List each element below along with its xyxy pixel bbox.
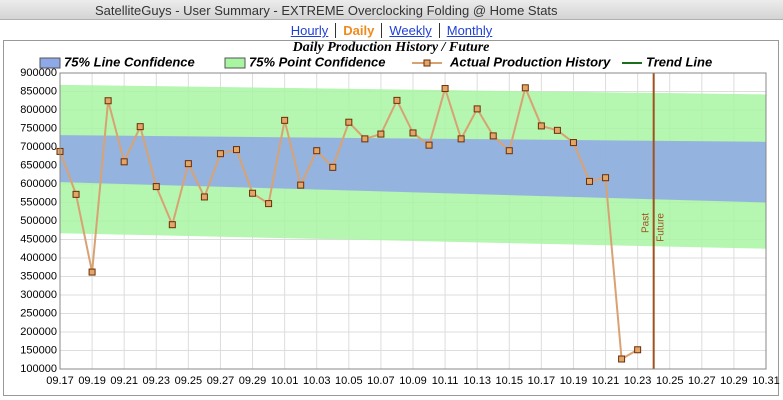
y-tick-label: 850000 <box>20 85 57 97</box>
y-tick-label: 550000 <box>20 196 57 208</box>
data-point <box>136 123 144 131</box>
x-tick-label: 09.27 <box>207 375 235 387</box>
y-tick-label: 400000 <box>20 252 57 264</box>
data-point <box>233 146 240 154</box>
data-point <box>329 163 337 171</box>
x-tick-label: 10.31 <box>752 375 780 387</box>
data-point <box>120 158 128 166</box>
x-tick-label: 10.05 <box>335 375 363 387</box>
nav-link[interactable]: Monthly <box>438 23 500 38</box>
y-tick-label: 700000 <box>20 141 57 153</box>
legend-label: 75% Point Confidence <box>249 54 386 69</box>
y-tick-label: 300000 <box>20 289 57 301</box>
x-tick-label: 09.19 <box>78 375 106 387</box>
y-tick-label: 350000 <box>20 270 57 282</box>
data-point <box>553 126 561 134</box>
x-tick-label: 09.29 <box>239 375 267 387</box>
legend-swatch <box>224 57 246 69</box>
x-tick-label: 10.15 <box>496 375 524 387</box>
x-tick-label: 10.23 <box>624 375 652 387</box>
data-point <box>313 147 321 155</box>
data-point <box>505 147 513 155</box>
x-tick-label: 09.23 <box>143 375 171 387</box>
data-point <box>297 181 305 189</box>
y-tick-label: 750000 <box>20 122 57 134</box>
x-tick-label: 10.01 <box>271 375 299 387</box>
data-point <box>72 190 80 198</box>
x-tick-label: 10.25 <box>656 375 684 387</box>
data-point <box>184 160 192 168</box>
data-point <box>104 97 112 105</box>
x-tick-label: 09.21 <box>110 375 138 387</box>
y-tick-label: 500000 <box>20 215 57 227</box>
data-point <box>216 150 224 158</box>
data-point <box>457 135 465 143</box>
data-point <box>473 105 481 113</box>
legend-marker <box>423 59 431 67</box>
chart-title: Daily Production History / Future <box>292 40 490 55</box>
data-point <box>409 129 417 137</box>
data-point <box>586 177 593 185</box>
y-tick-label: 150000 <box>20 344 57 356</box>
y-tick-label: 450000 <box>20 233 57 245</box>
y-tick-label: 200000 <box>20 326 57 338</box>
divider-label: Future <box>655 213 666 242</box>
x-tick-label: 09.25 <box>175 375 203 387</box>
legend-label: Actual Production History <box>449 54 611 69</box>
window-title-bar: SatelliteGuys - User Summary - EXTREME O… <box>0 0 783 20</box>
window-title: SatelliteGuys - User Summary - EXTREME O… <box>95 3 558 18</box>
legend-swatch <box>39 57 61 69</box>
data-point <box>489 132 497 140</box>
data-point <box>281 116 289 124</box>
x-tick-label: 10.07 <box>367 375 395 387</box>
data-point <box>441 85 449 93</box>
x-tick-label: 10.17 <box>528 375 556 387</box>
data-point <box>377 130 385 138</box>
data-point <box>361 135 369 143</box>
x-tick-label: 10.27 <box>688 375 716 387</box>
data-point <box>618 355 626 363</box>
y-tick-label: 800000 <box>20 104 57 116</box>
nav-link[interactable]: Hourly <box>290 23 329 38</box>
data-point <box>393 96 401 104</box>
data-point <box>537 122 545 130</box>
nav-link[interactable]: Daily <box>335 23 381 38</box>
x-tick-label: 10.21 <box>592 375 620 387</box>
plot-border <box>59 72 767 370</box>
data-point <box>249 189 257 197</box>
data-point <box>521 84 529 92</box>
data-point <box>602 174 610 182</box>
y-tick-label: 900000 <box>20 67 57 79</box>
x-tick-label: 10.19 <box>560 375 588 387</box>
data-point <box>152 183 160 191</box>
data-point <box>425 141 433 149</box>
divider-label: Past <box>640 213 651 233</box>
nav-link[interactable]: Weekly <box>381 23 438 38</box>
x-tick-label: 10.13 <box>463 375 491 387</box>
data-point <box>200 193 208 201</box>
x-tick-label: 10.03 <box>303 375 331 387</box>
legend-label: 75% Line Confidence <box>64 54 195 69</box>
x-tick-label: 10.09 <box>399 375 427 387</box>
data-point <box>88 268 96 276</box>
data-point <box>265 200 273 208</box>
x-tick-label: 09.17 <box>46 375 74 387</box>
y-tick-label: 100000 <box>20 363 57 375</box>
y-tick-label: 650000 <box>20 159 57 171</box>
nav: Hourly Daily Weekly Monthly <box>0 23 783 38</box>
x-tick-label: 10.29 <box>720 375 748 387</box>
data-point <box>345 118 353 126</box>
y-tick-label: 250000 <box>20 307 57 319</box>
data-point <box>569 139 577 147</box>
x-tick-label: 10.11 <box>432 375 459 387</box>
data-point <box>168 221 176 229</box>
y-tick-label: 600000 <box>20 178 57 190</box>
legend-label: Trend Line <box>646 54 712 69</box>
data-point <box>634 346 642 354</box>
